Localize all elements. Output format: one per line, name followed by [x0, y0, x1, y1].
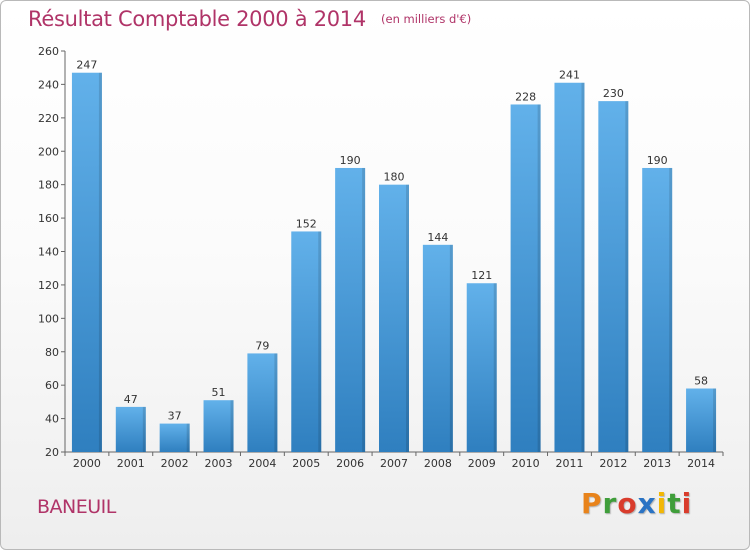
data-label: 190	[647, 154, 668, 167]
data-label: 228	[515, 90, 536, 103]
bar-shade	[362, 167, 366, 453]
y-tick-label: 100	[38, 312, 59, 325]
chart-axes: 20 40 60 80 100 120 140 160 180 200 220 240 260	[38, 45, 724, 459]
y-tick-label: 160	[38, 212, 59, 225]
bar	[422, 244, 453, 452]
bar	[510, 104, 541, 452]
data-label: 247	[76, 59, 97, 72]
logo-letter: t	[667, 487, 682, 520]
bar	[291, 231, 322, 452]
x-tick-label: 2008	[424, 457, 452, 470]
data-label: 58	[694, 375, 708, 388]
x-tick-label: 2006	[336, 457, 364, 470]
bar-shade	[625, 101, 629, 452]
bar	[159, 423, 190, 452]
y-tick-label: 60	[45, 379, 59, 392]
bar	[335, 167, 366, 453]
data-label: 230	[603, 87, 624, 100]
bar-shade	[98, 72, 102, 453]
data-label: 121	[471, 269, 492, 282]
bar-shade	[318, 231, 322, 452]
bar	[554, 82, 585, 452]
bar-shade	[669, 167, 673, 453]
data-label: 241	[559, 69, 580, 82]
logo-letter: P	[581, 487, 603, 520]
bar	[642, 167, 673, 453]
bar-shade	[406, 184, 409, 452]
bar	[71, 72, 102, 453]
y-tick-label: 80	[45, 346, 59, 359]
chart-title: Résultat Comptable 2000 à 2014	[28, 7, 366, 31]
proxiti-logo[interactable]: Proxiti	[581, 487, 692, 520]
data-label: 51	[212, 386, 226, 399]
bar-shade	[713, 388, 717, 452]
chart-subtitle: (en milliers d'€)	[381, 12, 472, 26]
logo-letter: r	[602, 487, 618, 520]
bar-shade	[581, 82, 585, 452]
bar-shade	[142, 406, 146, 452]
logo-letter: x	[637, 487, 657, 520]
y-tick-label: 260	[38, 45, 59, 58]
x-tick-label: 2010	[512, 457, 540, 470]
bar-shade	[230, 400, 234, 452]
location-name: BANEUIL	[37, 496, 116, 518]
y-tick-label: 200	[38, 145, 59, 158]
data-label: 37	[168, 410, 182, 423]
x-tick-label: 2003	[205, 457, 233, 470]
x-tick-label: 2014	[687, 457, 715, 470]
x-tick-label: 2011	[555, 457, 583, 470]
bar-shade	[449, 244, 453, 452]
data-label: 180	[384, 171, 405, 184]
bar	[115, 406, 146, 452]
chart-bars	[71, 72, 717, 453]
bar	[379, 184, 409, 452]
x-tick-label: 2009	[468, 457, 496, 470]
title-row: Résultat Comptable 2000 à 2014 (en milli…	[28, 7, 471, 31]
y-tick-label: 180	[38, 179, 59, 192]
bar	[247, 353, 278, 452]
x-tick-label: 2007	[380, 457, 408, 470]
x-tick-label: 2000	[73, 457, 101, 470]
x-tick-label: 2002	[161, 457, 189, 470]
bar-shade	[493, 283, 497, 452]
data-label: 190	[340, 154, 361, 167]
bar	[203, 400, 234, 452]
bar-shade	[186, 423, 190, 452]
bar-shade	[274, 353, 278, 452]
x-tick-label: 2012	[599, 457, 627, 470]
logo-letter: i	[656, 487, 668, 520]
y-tick-label: 120	[38, 279, 59, 292]
y-tick-label: 40	[45, 413, 59, 426]
data-label: 47	[124, 393, 138, 406]
bar-shade	[537, 104, 541, 452]
x-tick-label: 2005	[292, 457, 320, 470]
logo-letter: i	[681, 487, 693, 520]
y-tick-label: 20	[45, 446, 59, 459]
x-tick-label: 2004	[248, 457, 276, 470]
bar	[598, 101, 629, 452]
y-tick-label: 220	[38, 112, 59, 125]
data-label: 79	[255, 339, 269, 352]
data-label: 144	[427, 231, 448, 244]
data-label: 152	[296, 217, 317, 230]
y-tick-label: 140	[38, 246, 59, 259]
chart-labels: 247 2000 47 2001 37 2002 51 2003 79 2004 152 2005 19…	[73, 59, 715, 470]
logo-letter: o	[617, 487, 638, 520]
x-tick-label: 2013	[643, 457, 671, 470]
x-tick-label: 2001	[117, 457, 145, 470]
y-tick-label: 240	[38, 78, 59, 91]
bar	[466, 283, 497, 452]
bar	[686, 388, 717, 452]
